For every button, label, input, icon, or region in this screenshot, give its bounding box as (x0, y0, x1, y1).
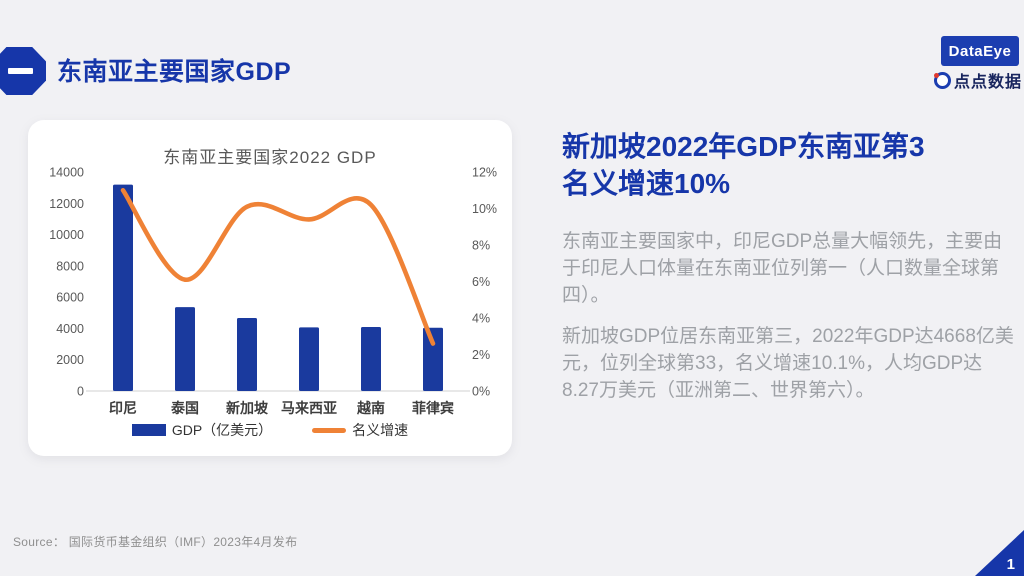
diandian-name: 点点数据 (953, 74, 1022, 91)
page-number-triangle (975, 530, 1024, 576)
gdp-combo-chart: 14000 12000 10000 8000 6000 4000 2000 0 12% 10% 8%… (49, 166, 497, 417)
insight-paragraph-1: 东南亚主要国家中，印尼GDP总量大幅领先，主要由于印尼人口体量在东南亚位列第一（… (562, 231, 1003, 306)
svg-text:10%: 10% (472, 202, 497, 216)
svg-text:0%: 0% (472, 385, 490, 399)
svg-text:越南: 越南 (356, 400, 385, 416)
legend-item-gdp: GDP（亿美元） (131, 420, 273, 440)
page-number: 1 (1006, 556, 1015, 573)
legend-line-swatch (312, 427, 347, 433)
svg-text:4%: 4% (472, 312, 490, 326)
svg-text:新加坡: 新加坡 (226, 400, 269, 416)
svg-text:0: 0 (77, 385, 84, 399)
source-note: Source： 国际货币基金组织（IMF）2023年4月发布 (13, 535, 298, 549)
svg-text:8%: 8% (472, 239, 490, 253)
diandian-logo: 点点数据 (933, 68, 1022, 92)
svg-text:6%: 6% (472, 275, 490, 289)
legend-line-label: 名义增速 (352, 422, 409, 438)
svg-text:12%: 12% (472, 166, 497, 180)
svg-text:6000: 6000 (56, 291, 84, 305)
insight-heading-line1: 新加坡2022年GDP东南亚第3 (562, 131, 925, 162)
svg-text:2000: 2000 (56, 353, 84, 367)
chart-legend: GDP（亿美元） 名义增速 (28, 420, 512, 440)
svg-text:2%: 2% (472, 348, 490, 362)
insight-heading: 新加坡2022年GDP东南亚第3 名义增速10% (562, 128, 1022, 202)
section-one-marker (8, 68, 33, 74)
section-one-badge (0, 47, 46, 95)
insight-paragraph-2: 新加坡GDP位居东南亚第三，2022年GDP达4668亿美元，位列全球第33，名… (562, 326, 1014, 401)
svg-text:8000: 8000 (56, 259, 84, 273)
diandian-d-icon (933, 71, 951, 89)
svg-text:4000: 4000 (56, 322, 84, 336)
insight-heading-line2: 名义增速10% (562, 168, 731, 199)
page-title: 东南亚主要国家GDP (57, 58, 292, 86)
legend-bar-swatch (131, 424, 166, 436)
svg-text:菲律宾: 菲律宾 (412, 400, 454, 416)
legend-bar-label: GDP（亿美元） (171, 422, 273, 438)
svg-text:印尼: 印尼 (109, 400, 137, 416)
legend-item-growth: 名义增速 (312, 420, 408, 440)
chart-title: 东南亚主要国家2022 GDP (163, 148, 377, 167)
svg-text:10000: 10000 (49, 228, 84, 242)
chart-card: 东南亚主要国家2022 GDP 14000 12000 10000 8000 6000 4… (28, 120, 512, 456)
svg-text:马来西亚: 马来西亚 (281, 400, 337, 416)
svg-text:14000: 14000 (49, 166, 84, 180)
svg-text:泰国: 泰国 (170, 400, 199, 416)
dataeye-wordmark: DataEye (948, 42, 1012, 60)
dataeye-logo: DataEye (941, 36, 1019, 66)
svg-text:12000: 12000 (49, 197, 84, 211)
